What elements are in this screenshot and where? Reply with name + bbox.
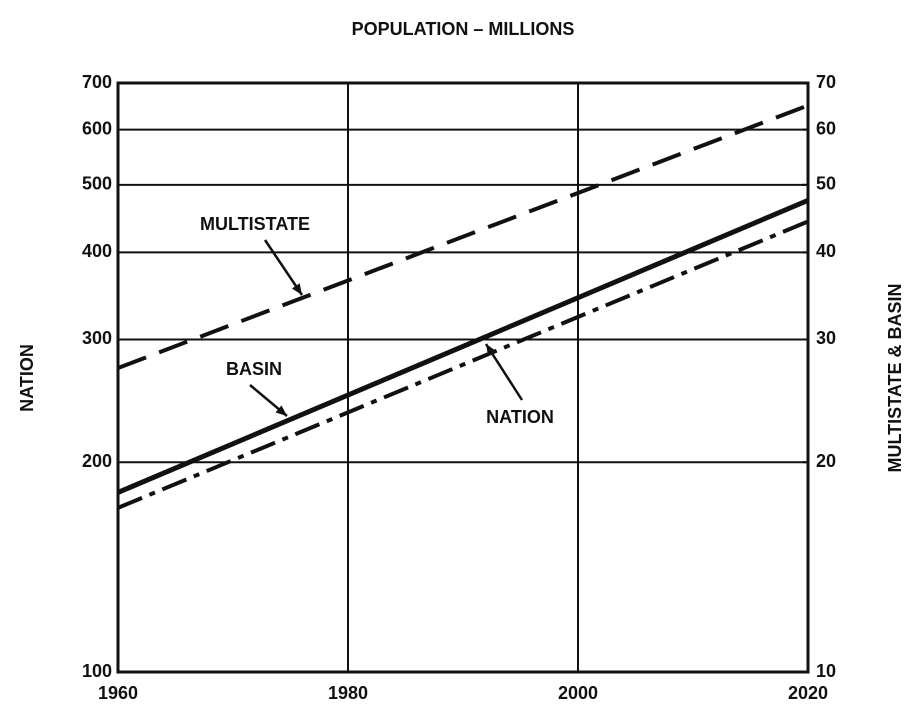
y2-tick-label: 40 — [816, 241, 836, 261]
series-label: MULTISTATE — [200, 214, 310, 234]
y-tick-label: 400 — [82, 241, 112, 261]
arrow-head — [275, 405, 287, 416]
series-line — [117, 219, 809, 510]
y-tick-label: 600 — [82, 118, 112, 138]
label-arrow — [484, 343, 524, 401]
y-tick-label: 300 — [82, 328, 112, 348]
x-tick-label: 1960 — [98, 683, 138, 703]
series-label: BASIN — [226, 359, 282, 379]
series-label: NATION — [486, 407, 554, 427]
x-tick-label: 2000 — [558, 683, 598, 703]
y2-axis-label: MULTISTATE & BASIN — [885, 284, 905, 473]
y2-tick-label: 10 — [816, 661, 836, 681]
x-tick-label: 2020 — [788, 683, 828, 703]
arrow-head — [291, 283, 302, 295]
arrow-head — [486, 344, 496, 356]
x-tick-label: 1980 — [328, 683, 368, 703]
y-tick-label: 200 — [82, 451, 112, 471]
series-line — [117, 198, 809, 495]
y-axis-label: NATION — [17, 344, 37, 412]
y-tick-label: 500 — [82, 174, 112, 194]
y-tick-label: 700 — [82, 72, 112, 92]
y2-tick-label: 30 — [816, 328, 836, 348]
y2-tick-label: 60 — [816, 118, 836, 138]
chart-title: POPULATION – MILLIONS — [352, 19, 575, 39]
series-line — [117, 103, 809, 370]
y2-tick-label: 70 — [816, 72, 836, 92]
y2-tick-label: 20 — [816, 451, 836, 471]
plot-frame — [116, 81, 810, 674]
y-tick-label: 100 — [82, 661, 112, 681]
y2-tick-label: 50 — [816, 174, 836, 194]
